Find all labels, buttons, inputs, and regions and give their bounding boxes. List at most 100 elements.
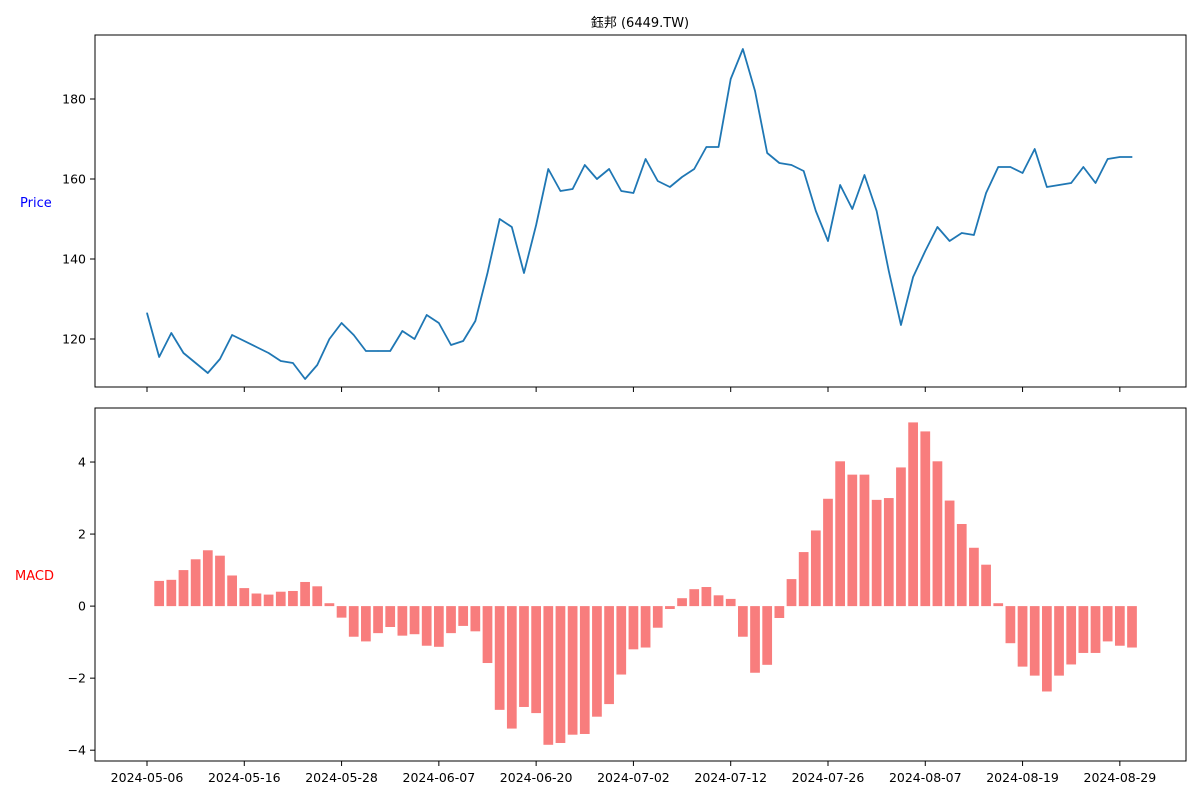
x-tick-label: 2024-08-07 xyxy=(889,770,962,785)
macd-bar xyxy=(324,603,335,607)
macd-bar xyxy=(762,606,773,665)
price-point xyxy=(511,226,513,228)
macd-bar xyxy=(969,547,979,607)
price-point xyxy=(1021,172,1024,174)
price-point xyxy=(462,340,464,342)
macd-bar xyxy=(239,588,250,607)
macd-bar xyxy=(555,606,566,743)
macd-bar xyxy=(312,586,323,607)
macd-bar xyxy=(1066,606,1077,665)
price-point xyxy=(146,312,148,314)
price-point xyxy=(912,276,914,278)
macd-axes-frame xyxy=(94,407,1187,762)
macd-bar xyxy=(215,555,225,607)
price-point xyxy=(438,322,440,324)
price-point xyxy=(657,180,659,182)
price-point xyxy=(827,240,829,242)
macd-bar xyxy=(300,581,310,607)
macd-bar xyxy=(336,606,347,618)
macd-bar xyxy=(446,606,456,634)
price-point xyxy=(401,330,403,332)
macd-bar xyxy=(494,606,505,710)
macd-bar xyxy=(275,591,286,607)
price-point xyxy=(924,250,926,252)
macd-bar xyxy=(738,606,748,637)
price-point xyxy=(547,168,549,170)
x-tick-label: 2024-08-29 xyxy=(1084,770,1157,785)
x-tick-label: 2024-07-26 xyxy=(792,770,865,785)
macd-y-tick-label: 4 xyxy=(78,455,86,470)
macd-y-tick-label: −2 xyxy=(68,671,86,686)
price-point xyxy=(353,334,355,336)
price-point xyxy=(1070,182,1072,184)
macd-bar xyxy=(166,579,177,607)
price-point xyxy=(523,272,525,274)
price-point xyxy=(170,332,172,334)
macd-bar xyxy=(920,431,931,607)
price-point xyxy=(365,350,367,352)
macd-bar xyxy=(373,606,383,634)
macd-bar xyxy=(859,474,870,607)
macd-bar xyxy=(385,606,396,627)
price-point xyxy=(717,146,720,148)
price-point xyxy=(936,226,939,228)
macd-bar xyxy=(1090,606,1101,653)
price-y-ticks: 120 140 160 180 xyxy=(62,92,95,347)
macd-bar xyxy=(531,606,541,714)
price-point xyxy=(1034,148,1036,150)
price-point xyxy=(790,164,793,166)
price-point xyxy=(973,234,975,236)
chart-title: 鈺邦 (6449.TW) xyxy=(591,15,689,31)
macd-bar xyxy=(202,550,213,607)
price-point xyxy=(839,184,841,186)
price-point xyxy=(596,178,598,180)
macd-bar xyxy=(677,598,687,607)
price-y-tick-label: 160 xyxy=(62,172,86,187)
macd-bar xyxy=(288,590,298,607)
price-point xyxy=(584,164,586,166)
macd-bar xyxy=(397,606,408,636)
x-tick-label: 2024-06-20 xyxy=(500,770,573,785)
macd-bar xyxy=(628,606,639,650)
macd-bar xyxy=(932,461,943,607)
macd-bar xyxy=(458,606,469,626)
price-point xyxy=(231,334,233,336)
price-point xyxy=(182,352,185,354)
price-point xyxy=(158,356,160,358)
price-point xyxy=(207,372,209,374)
macd-bar xyxy=(908,422,918,607)
price-point xyxy=(572,188,574,190)
macd-axis-label: MACD xyxy=(15,569,54,584)
macd-bar xyxy=(640,606,651,648)
macd-bar xyxy=(883,498,894,607)
price-point xyxy=(815,210,817,212)
price-point xyxy=(876,210,878,212)
macd-bar xyxy=(1127,606,1137,648)
macd-bar xyxy=(470,606,481,632)
price-point xyxy=(948,240,951,242)
macd-bar xyxy=(154,580,165,607)
macd-bar xyxy=(944,500,955,607)
macd-panel: MACD −4−2024 2024-05-06 2024-05-16 2024-05… xyxy=(15,407,1187,785)
macd-bar xyxy=(665,606,675,609)
price-point xyxy=(681,176,683,178)
macd-bar xyxy=(1005,606,1016,644)
macd-x-ticks: 2024-05-06 2024-05-16 2024-05-28 2024-06-07… xyxy=(111,761,1157,785)
x-tick-label: 2024-07-02 xyxy=(597,770,670,785)
price-point xyxy=(705,146,707,148)
price-point xyxy=(450,344,452,346)
price-point xyxy=(1119,156,1121,158)
macd-bar xyxy=(409,606,420,635)
price-point xyxy=(997,166,999,168)
macd-y-tick-label: 0 xyxy=(78,599,86,614)
macd-bar xyxy=(348,606,359,637)
price-point xyxy=(851,208,853,210)
macd-bar xyxy=(190,559,201,607)
macd-bar xyxy=(227,575,237,607)
price-point xyxy=(328,338,331,340)
price-point xyxy=(1009,166,1011,168)
x-tick-label: 2024-07-12 xyxy=(694,770,767,785)
price-point xyxy=(766,152,768,154)
price-point xyxy=(559,190,562,192)
